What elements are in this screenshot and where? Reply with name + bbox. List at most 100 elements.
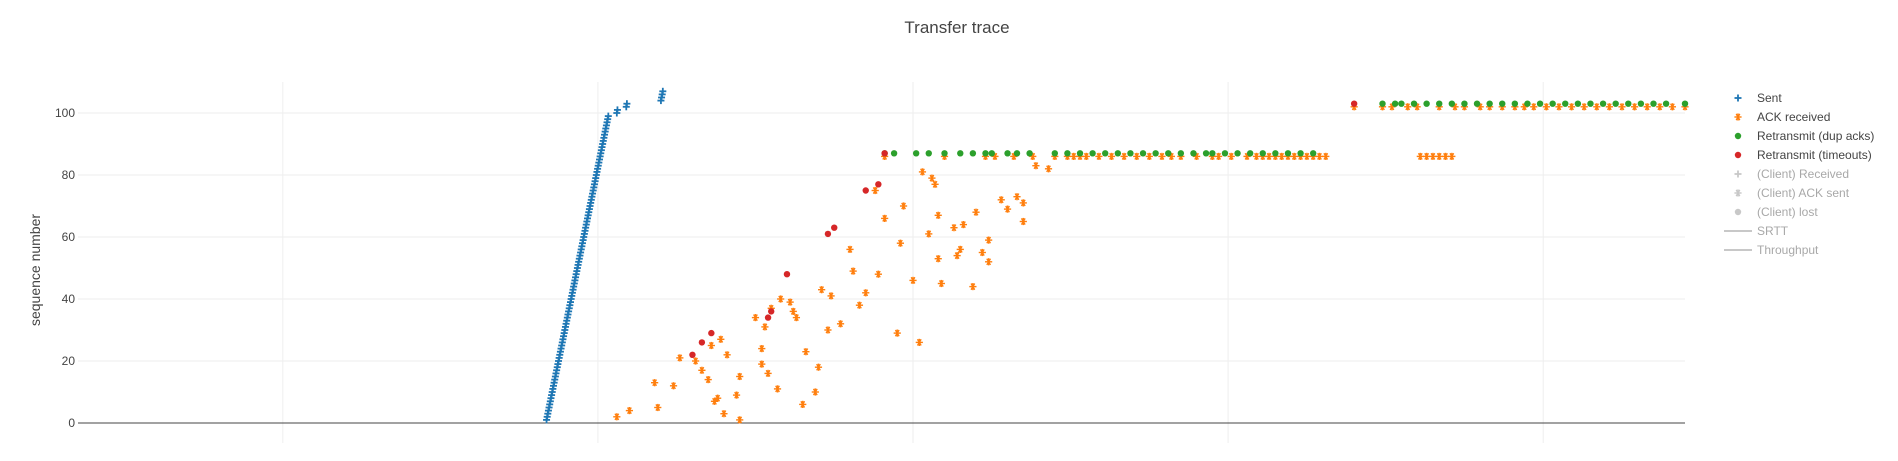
legend-item-4[interactable]: (Client) Received — [1734, 167, 1850, 181]
series-2-point-11 — [1026, 150, 1033, 157]
series-1-point-131 — [1580, 103, 1588, 111]
series-2-point-25 — [1209, 150, 1216, 157]
series-1-point-58 — [950, 224, 958, 232]
series-1-point-108 — [1416, 152, 1424, 160]
series-3-point-3 — [764, 314, 772, 321]
series-1-point-0 — [613, 413, 621, 421]
series-1-point-24 — [773, 385, 782, 393]
series-2-point-24 — [1202, 150, 1210, 157]
series-1-point-83 — [1095, 152, 1103, 160]
series-1-point-113 — [1448, 152, 1456, 160]
series-1-point-84 — [1107, 152, 1116, 160]
series-1-point-104 — [1303, 152, 1311, 160]
series-1-point-132 — [1593, 103, 1601, 111]
series-3-point-8 — [862, 187, 869, 194]
series-1-point-98 — [1265, 152, 1273, 160]
series-1-point-13 — [720, 410, 728, 418]
series-1-point-88 — [1158, 152, 1166, 160]
legend-label-3: Retransmit (timeouts) — [1757, 148, 1872, 162]
series-2 — [881, 100, 1689, 157]
series-1-point-20 — [758, 360, 766, 368]
series-2-point-50 — [1574, 100, 1582, 107]
series-1-point-48 — [909, 276, 917, 284]
series-2-point-39 — [1436, 100, 1443, 107]
series-1-point-73 — [1019, 199, 1027, 207]
series-3-point-2 — [708, 329, 715, 337]
series-1-point-16 — [736, 372, 744, 381]
series-1-point-80 — [1070, 152, 1078, 160]
series-1-point-3 — [654, 403, 662, 412]
series-1-point-86 — [1133, 152, 1141, 160]
series-1-point-106 — [1315, 152, 1324, 160]
series-1-point-25 — [777, 295, 785, 303]
legend-item-7[interactable]: SRTT — [1724, 224, 1789, 238]
series-2-point-46 — [1524, 100, 1531, 107]
series-1-point-107 — [1322, 152, 1330, 160]
legend-item-3[interactable]: Retransmit (timeouts) — [1734, 148, 1872, 162]
series-1-point-5 — [676, 354, 684, 362]
series-2-point-9 — [1004, 150, 1011, 157]
series-1-point-29 — [799, 400, 807, 408]
series-2-point-23 — [1190, 150, 1197, 157]
legend-item-5[interactable]: (Client) ACK sent — [1734, 186, 1850, 200]
series-2-point-52 — [1599, 100, 1607, 107]
series-1-point-41 — [871, 186, 879, 195]
series-1 — [613, 103, 1689, 424]
series-2-point-26 — [1221, 150, 1229, 157]
series-1-point-82 — [1082, 152, 1090, 160]
series-3-point-4 — [768, 308, 775, 315]
series-2-point-34 — [1379, 100, 1386, 107]
series-1-point-67 — [985, 258, 993, 266]
series-1-point-37 — [846, 245, 854, 253]
series-1-point-30 — [802, 348, 810, 356]
series-1-point-76 — [1032, 162, 1040, 170]
series-1-point-117 — [1404, 103, 1412, 111]
series-1-point-111 — [1435, 152, 1443, 160]
series-2-point-54 — [1625, 100, 1632, 107]
series-1-point-32 — [814, 363, 823, 371]
series-3 — [689, 100, 1358, 358]
series-1-point-45 — [893, 329, 901, 337]
series-0-point-106 — [659, 87, 667, 95]
legend-label-0: Sent — [1757, 91, 1782, 105]
legend-label-5: (Client) ACK sent — [1757, 186, 1850, 200]
legend-item-2[interactable]: Retransmit (dup acks) — [1734, 129, 1875, 143]
legend-item-6[interactable]: (Client) lost — [1734, 205, 1819, 219]
series-2-point-5 — [957, 150, 964, 157]
series-2-point-19 — [1139, 150, 1147, 157]
series-3-point-1 — [698, 339, 706, 346]
series-1-point-4 — [669, 382, 678, 390]
series-1-point-136 — [1643, 103, 1651, 111]
series-3-point-7 — [831, 224, 838, 231]
legend-item-1[interactable]: ACK received — [1734, 110, 1830, 124]
series-1-point-7 — [698, 366, 706, 374]
series-2-point-7 — [982, 150, 989, 157]
legend-item-8[interactable]: Throughput — [1724, 243, 1819, 257]
series-1-point-27 — [789, 307, 797, 315]
series-3-point-0 — [689, 351, 696, 358]
y-tick-label-40: 40 — [62, 292, 76, 306]
series-2-point-55 — [1637, 100, 1645, 107]
series-2-point-12 — [1051, 150, 1059, 157]
series-1-point-26 — [786, 298, 794, 306]
series-2-point-29 — [1259, 150, 1266, 157]
series-1-point-49 — [915, 338, 923, 346]
series-1-point-56 — [937, 279, 945, 288]
series-2-point-31 — [1284, 150, 1292, 157]
legend-item-0[interactable]: Sent — [1734, 91, 1783, 105]
series-2-point-58 — [1681, 100, 1689, 107]
series-2-point-40 — [1448, 100, 1456, 107]
series-1-point-134 — [1618, 103, 1626, 111]
legend-label-8: Throughput — [1757, 243, 1819, 257]
legend-swatch-2 — [1734, 132, 1742, 140]
series-1-point-21 — [761, 323, 769, 331]
series-1-point-61 — [959, 221, 968, 229]
series-1-point-8 — [704, 376, 712, 384]
legend-swatch-3 — [1734, 151, 1742, 159]
series-2-point-18 — [1127, 150, 1134, 157]
series-2-point-6 — [969, 150, 977, 157]
series-1-point-22 — [764, 369, 772, 377]
series-1-point-129 — [1555, 103, 1563, 111]
series-1-point-50 — [918, 168, 927, 176]
series-2-point-37 — [1410, 100, 1418, 107]
